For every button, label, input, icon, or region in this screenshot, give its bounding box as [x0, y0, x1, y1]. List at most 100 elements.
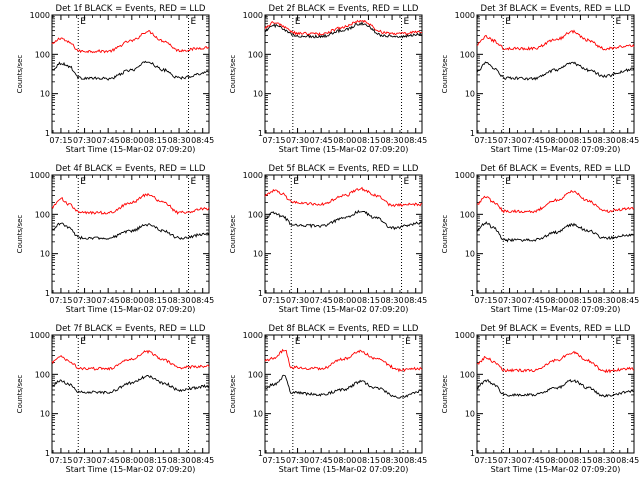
detector-panel: Det 5f BLACK = Events, RED = LLD 1 10 100 10… — [229, 164, 427, 314]
x-tick-label: 08:00 — [545, 456, 568, 465]
series-line-red — [51, 192, 210, 215]
y-tick-label: 1 — [470, 449, 475, 458]
y-tick-label: 100 — [35, 50, 50, 59]
y-tick-label: 1 — [470, 129, 475, 138]
x-axis-label: Start Time (15-Mar-02 07:09:20) — [279, 145, 409, 154]
x-tick-label: 08:15 — [144, 456, 167, 465]
y-axis-label: Counts/sec — [229, 375, 237, 414]
y-tick-label: 1 — [258, 449, 263, 458]
event-marker-label: E — [505, 337, 511, 347]
event-marker-label: E — [191, 17, 197, 27]
series-line-black — [264, 374, 423, 399]
event-marker-label: E — [616, 17, 622, 27]
x-tick-label: 07:15 — [474, 296, 497, 305]
detector-panel: Det 4f BLACK = Events, RED = LLD 1 10 100 10… — [16, 164, 214, 314]
series-line-black — [51, 60, 210, 81]
x-tick-label: 08:45 — [616, 296, 639, 305]
series-line-red — [476, 29, 635, 51]
y-tick-label: 100 — [35, 210, 50, 219]
x-tick-label: 08:00 — [120, 136, 143, 145]
x-tick-label: 07:15 — [262, 136, 285, 145]
event-marker-label: E — [616, 337, 622, 347]
x-tick-label: 07:15 — [49, 296, 72, 305]
y-tick-label: 1000 — [455, 11, 475, 20]
panel-title: Det 4f BLACK = Events, RED = LLD — [56, 164, 206, 174]
x-tick-label: 07:15 — [262, 456, 285, 465]
event-marker-label: E — [293, 177, 299, 187]
x-tick-label: 07:30 — [498, 456, 521, 465]
y-axis-label: Counts/sec — [16, 375, 24, 414]
series-line-red — [51, 349, 210, 371]
x-tick-label: 08:00 — [545, 136, 568, 145]
y-tick-label: 10 — [465, 90, 475, 99]
x-tick-label: 08:00 — [333, 136, 356, 145]
x-axis-label: Start Time (15-Mar-02 07:09:20) — [279, 465, 409, 474]
x-tick-label: 08:30 — [593, 296, 616, 305]
y-tick-label: 1 — [258, 289, 263, 298]
x-tick-label: 08:15 — [569, 296, 592, 305]
series-line-black — [476, 379, 635, 398]
x-tick-label: 08:00 — [120, 456, 143, 465]
y-tick-label: 1 — [45, 449, 50, 458]
x-tick-label: 07:45 — [97, 136, 120, 145]
y-axis-label: Counts/sec — [16, 55, 24, 94]
event-marker-label: E — [505, 17, 511, 27]
plot-frame — [264, 334, 423, 454]
x-tick-label: 07:15 — [49, 456, 72, 465]
series-line-red — [264, 19, 423, 37]
x-tick-label: 07:45 — [310, 456, 333, 465]
series-line-black — [264, 209, 423, 231]
x-tick-label: 08:30 — [168, 136, 191, 145]
y-tick-label: 100 — [460, 370, 475, 379]
x-tick-label: 08:45 — [616, 136, 639, 145]
y-tick-label: 1000 — [455, 331, 475, 340]
series-line-black — [51, 222, 210, 241]
event-marker-label: E — [80, 17, 86, 27]
x-tick-label: 07:30 — [286, 136, 309, 145]
y-tick-label: 1000 — [243, 11, 263, 20]
y-tick-label: 1000 — [243, 331, 263, 340]
y-tick-label: 1 — [470, 289, 475, 298]
event-marker-label: E — [405, 337, 411, 347]
y-axis-label: Counts/sec — [16, 215, 24, 254]
y-tick-label: 10 — [465, 250, 475, 259]
series-line-red — [51, 29, 210, 54]
x-tick-label: 07:30 — [498, 136, 521, 145]
detector-panel: Det 3f BLACK = Events, RED = LLD 1 10 100 10… — [441, 4, 639, 154]
x-tick-label: 08:00 — [120, 296, 143, 305]
plot-frame — [51, 334, 210, 454]
y-axis-label: Counts/sec — [229, 215, 237, 254]
event-marker-label: E — [80, 177, 86, 187]
x-tick-label: 08:15 — [357, 296, 380, 305]
x-tick-label: 07:45 — [97, 296, 120, 305]
x-tick-label: 08:30 — [168, 456, 191, 465]
series-line-black — [51, 375, 210, 395]
x-tick-label: 08:45 — [191, 136, 214, 145]
panel-title: Det 1f BLACK = Events, RED = LLD — [56, 4, 206, 14]
y-axis-label: Counts/sec — [441, 375, 449, 414]
panel-title: Det 9f BLACK = Events, RED = LLD — [481, 324, 631, 334]
y-axis-label: Counts/sec — [229, 55, 237, 94]
series-line-black — [476, 61, 635, 81]
plot-frame — [51, 14, 210, 134]
x-tick-label: 07:30 — [286, 456, 309, 465]
x-tick-label: 08:30 — [168, 296, 191, 305]
x-tick-label: 07:45 — [522, 136, 545, 145]
x-tick-label: 07:15 — [262, 296, 285, 305]
x-tick-label: 08:15 — [569, 136, 592, 145]
x-tick-label: 08:45 — [191, 296, 214, 305]
x-tick-label: 08:00 — [333, 456, 356, 465]
event-marker-label: E — [295, 17, 301, 27]
x-tick-label: 08:30 — [381, 456, 404, 465]
x-axis-label: Start Time (15-Mar-02 07:09:20) — [279, 305, 409, 314]
x-axis-label: Start Time (15-Mar-02 07:09:20) — [491, 465, 621, 474]
x-tick-label: 07:45 — [522, 296, 545, 305]
y-tick-label: 10 — [40, 90, 50, 99]
x-tick-label: 08:30 — [381, 136, 404, 145]
y-tick-label: 1000 — [30, 11, 50, 20]
x-tick-label: 07:15 — [474, 456, 497, 465]
y-tick-label: 100 — [248, 370, 263, 379]
y-tick-label: 1 — [45, 129, 50, 138]
x-tick-label: 07:45 — [522, 456, 545, 465]
